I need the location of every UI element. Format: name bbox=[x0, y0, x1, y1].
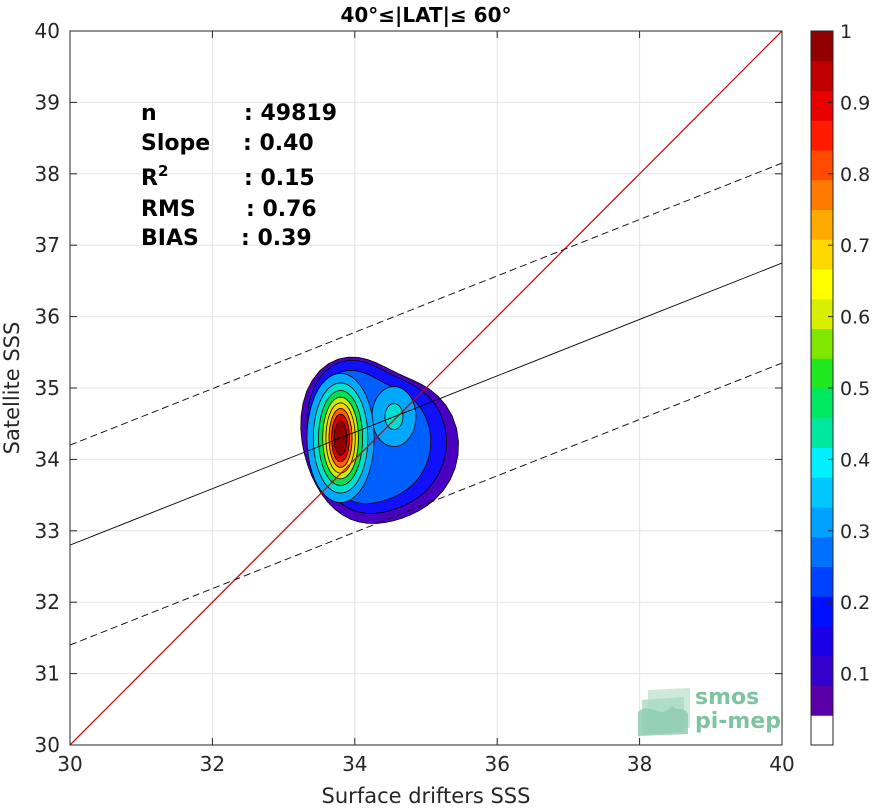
colorbar-segment bbox=[811, 209, 833, 240]
regression-lower-bound-line bbox=[70, 362, 782, 646]
colorbar-segment bbox=[811, 328, 833, 359]
colorbar-segment bbox=[811, 626, 833, 657]
colorbar-tick-label: 0.3 bbox=[840, 521, 870, 543]
colorbar-segment bbox=[811, 388, 833, 419]
regression-fit-line bbox=[70, 262, 782, 546]
x-tick-label: 34 bbox=[342, 752, 367, 776]
x-tick-label: 40 bbox=[769, 752, 794, 776]
colorbar-segment bbox=[811, 120, 833, 151]
colorbar-segment bbox=[811, 477, 833, 508]
stat-value: : 49819 bbox=[244, 101, 337, 126]
y-tick-label: 34 bbox=[35, 447, 60, 471]
y-tick-label: 36 bbox=[35, 305, 60, 329]
colorbar-segment bbox=[811, 269, 833, 300]
y-tick-label: 30 bbox=[35, 733, 60, 757]
y-tick-label: 33 bbox=[35, 519, 60, 543]
colorbar-tick-label: 0.2 bbox=[840, 592, 870, 614]
colorbar-tick-label: 0.1 bbox=[840, 664, 870, 686]
colorbar-tick-label: 0.4 bbox=[840, 449, 870, 471]
stat-value: : 0.15 bbox=[244, 166, 315, 191]
stat-label: Slope bbox=[141, 131, 210, 156]
colorbar-tick-label: 0.5 bbox=[840, 378, 870, 400]
x-tick-label: 38 bbox=[627, 752, 652, 776]
colorbar-segment bbox=[811, 685, 833, 716]
y-tick-label: 39 bbox=[35, 90, 60, 114]
colorbar-segment bbox=[811, 31, 833, 62]
colorbar-tick-label: 1 bbox=[840, 21, 852, 43]
y-axis-label: Satellite SSS bbox=[0, 322, 24, 455]
stat-value: : 0.40 bbox=[243, 131, 314, 156]
colorbar-tick-label: 0.9 bbox=[840, 92, 870, 114]
colorbar-segment bbox=[811, 715, 833, 746]
identity-line bbox=[70, 31, 782, 745]
x-axis-label: Surface drifters SSS bbox=[322, 784, 531, 808]
colorbar-segment bbox=[811, 239, 833, 270]
y-tick-label: 31 bbox=[35, 662, 60, 686]
y-tick-label: 40 bbox=[35, 19, 60, 43]
x-tick-label: 30 bbox=[57, 752, 82, 776]
colorbar-tick-label: 0.7 bbox=[840, 235, 870, 257]
colorbar-segment bbox=[811, 655, 833, 686]
x-tick-label: 36 bbox=[484, 752, 509, 776]
colorbar-tick-label: 0.8 bbox=[840, 164, 870, 186]
colorbar-segment bbox=[811, 566, 833, 597]
y-tick-label: 37 bbox=[35, 233, 60, 257]
x-tick-label: 32 bbox=[200, 752, 225, 776]
colorbar-segment bbox=[811, 536, 833, 567]
x-axis-ticks: 30 32 34 36 38 40 bbox=[57, 31, 795, 776]
smos-pi-mep-logo: smos pi-mep bbox=[638, 685, 781, 736]
y-tick-label: 38 bbox=[35, 162, 60, 186]
chart-title: 40°≤|LAT|≤ 60° bbox=[340, 3, 511, 27]
y-tick-label: 32 bbox=[35, 590, 60, 614]
colorbar-segment bbox=[811, 507, 833, 538]
colorbar-segment bbox=[811, 447, 833, 478]
colorbar-tick-label: 0.6 bbox=[840, 307, 870, 329]
y-tick-label: 35 bbox=[35, 376, 60, 400]
colorbar-segment bbox=[811, 90, 833, 121]
colorbar: 0.1 0.2 0.3 0.4 0.5 0.6 0.7 0.8 0.9 1 bbox=[810, 21, 870, 746]
stat-label: n bbox=[141, 101, 157, 126]
colorbar-segment bbox=[811, 60, 833, 91]
colorbar-segment bbox=[811, 179, 833, 210]
colorbar-segment bbox=[811, 298, 833, 329]
stat-label: BIAS bbox=[141, 226, 199, 251]
regression-upper-bound-line bbox=[70, 162, 782, 446]
reference-lines bbox=[70, 31, 782, 745]
y-axis-ticks: 30 31 32 33 34 35 36 37 38 39 40 bbox=[35, 19, 782, 757]
logo-icon bbox=[638, 688, 690, 736]
logo-text-smos: smos bbox=[695, 685, 759, 710]
colorbar-segment bbox=[811, 417, 833, 448]
stat-label: RMS bbox=[141, 197, 196, 222]
logo-text-pi-mep: pi-mep bbox=[695, 709, 781, 734]
stat-value: : 0.76 bbox=[246, 197, 317, 222]
colorbar-segment bbox=[811, 596, 833, 627]
colorbar-segment bbox=[811, 150, 833, 181]
stat-value: : 0.39 bbox=[241, 226, 312, 251]
stat-superscript: 2 bbox=[158, 162, 168, 180]
colorbar-segment bbox=[811, 358, 833, 389]
